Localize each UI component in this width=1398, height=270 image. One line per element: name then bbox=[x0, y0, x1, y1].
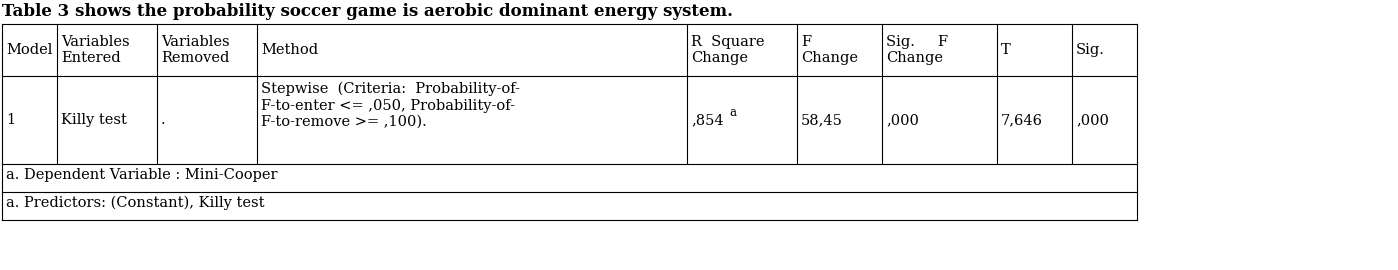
Text: ,000: ,000 bbox=[886, 113, 918, 127]
Text: Sig.: Sig. bbox=[1076, 43, 1104, 57]
Text: ,854: ,854 bbox=[691, 113, 724, 127]
Text: 7,646: 7,646 bbox=[1001, 113, 1043, 127]
Text: 58,45: 58,45 bbox=[801, 113, 843, 127]
Text: Variables
Entered: Variables Entered bbox=[62, 35, 130, 65]
Text: a. Predictors: (Constant), Killy test: a. Predictors: (Constant), Killy test bbox=[6, 196, 264, 210]
Text: T: T bbox=[1001, 43, 1011, 57]
Text: Method: Method bbox=[261, 43, 319, 57]
Text: Variables
Removed: Variables Removed bbox=[161, 35, 229, 65]
Text: .: . bbox=[161, 113, 165, 127]
Text: Table 3 shows the probability soccer game is aerobic dominant energy system.: Table 3 shows the probability soccer gam… bbox=[1, 3, 733, 20]
Text: Model: Model bbox=[6, 43, 52, 57]
Text: Sig.     F
Change: Sig. F Change bbox=[886, 35, 948, 65]
Text: R  Square
Change: R Square Change bbox=[691, 35, 765, 65]
Text: a. Dependent Variable : Mini-Cooper: a. Dependent Variable : Mini-Cooper bbox=[6, 168, 277, 182]
Text: a: a bbox=[728, 106, 735, 119]
Text: Killy test: Killy test bbox=[62, 113, 127, 127]
Text: Stepwise  (Criteria:  Probability-of-
F-to-enter <= ,050, Probability-of-
F-to-r: Stepwise (Criteria: Probability-of- F-to… bbox=[261, 82, 520, 129]
Text: F
Change: F Change bbox=[801, 35, 858, 65]
Text: ,000: ,000 bbox=[1076, 113, 1109, 127]
Text: 1: 1 bbox=[6, 113, 15, 127]
